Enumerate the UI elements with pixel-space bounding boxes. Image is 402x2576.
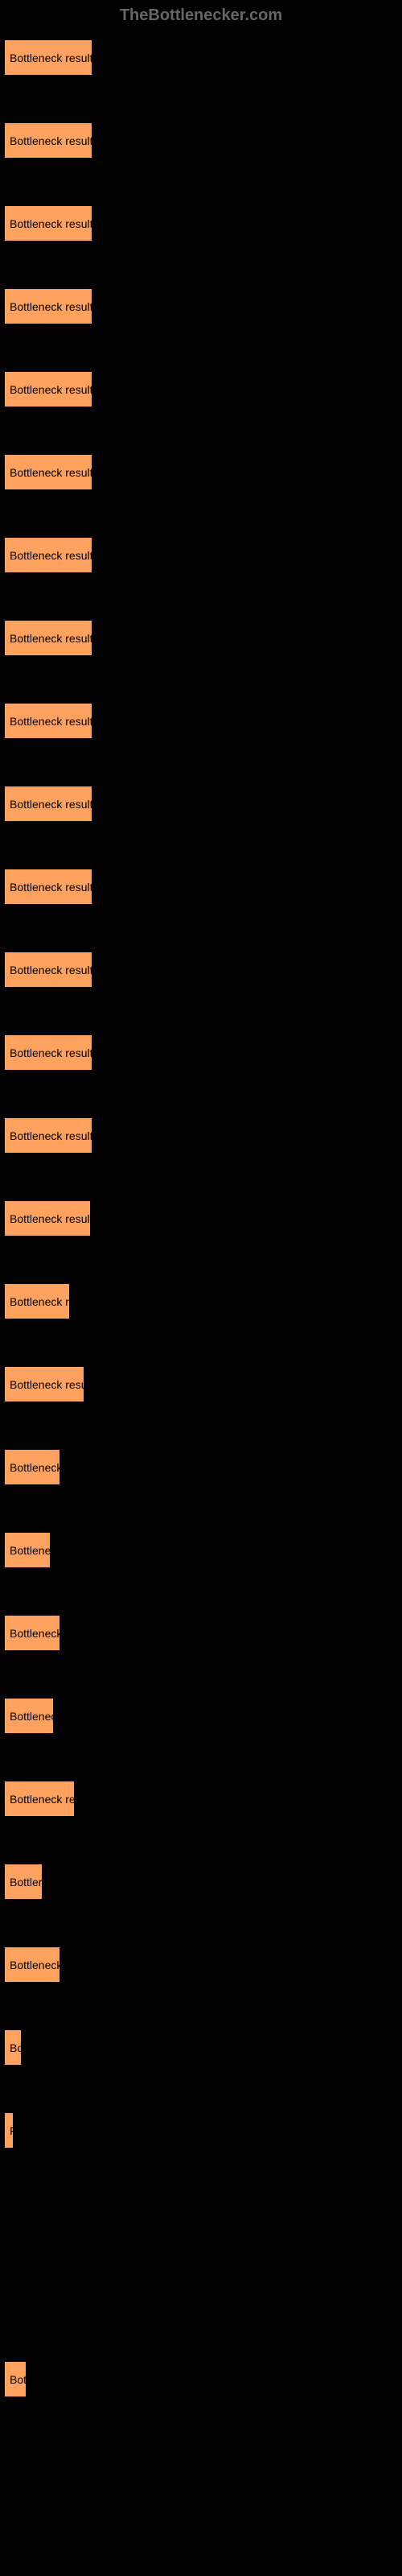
bar-row: Bottleneck resu — [4, 1366, 398, 1402]
chart-bar: Bottleneck result — [4, 205, 92, 242]
chart-bar: F — [4, 2112, 14, 2149]
chart-bar — [4, 2278, 398, 2314]
site-header: TheBottlenecker.com — [0, 0, 402, 31]
chart-bar: Bottleneck result — [4, 952, 92, 988]
bar-row: Bottleneck r — [4, 1283, 398, 1319]
bar-row: Bottleneck result — [4, 205, 398, 242]
chart-bar: Bottleneck — [4, 1946, 60, 1983]
bar-row — [4, 2278, 398, 2314]
bar-row: Bottlene — [4, 1532, 398, 1568]
chart-bar: Bottleneck re — [4, 1781, 75, 1817]
chart-bar: Bottleneck r — [4, 1283, 70, 1319]
chart-bar: Bottleneck result — [4, 703, 92, 739]
chart-bar: Bottleneck result — [4, 1117, 92, 1154]
chart-bar: Bottler — [4, 1864, 43, 1900]
bar-row: Bottleneck result — [4, 786, 398, 822]
chart-bar: Bottleneck result — [4, 1200, 91, 1236]
bar-row — [4, 2195, 398, 2231]
chart-bar: Bottleneck result — [4, 454, 92, 490]
bar-row: Bottleneck result — [4, 1034, 398, 1071]
chart-bar: Bottleneck result — [4, 537, 92, 573]
chart-bar: Bottleneck result — [4, 288, 92, 324]
bar-row: F — [4, 2112, 398, 2149]
bar-row: Bottleneck result — [4, 952, 398, 988]
bar-row: Bottleneck — [4, 1615, 398, 1651]
chart-bar: Bottleneck result — [4, 869, 92, 905]
bar-row: Bottleneck result — [4, 620, 398, 656]
bar-row: Bottleneck result — [4, 39, 398, 76]
chart-bar: Bottleneck result — [4, 786, 92, 822]
bar-chart: Bottleneck result Bottleneck result Bottle… — [0, 31, 402, 2452]
bar-row: Bottleneck result — [4, 537, 398, 573]
bar-row: Bottleneck result — [4, 371, 398, 407]
chart-bar: Bottleneck result — [4, 122, 92, 159]
chart-bar: Bot — [4, 2361, 27, 2397]
bar-row: Bottleneck result — [4, 1117, 398, 1154]
bar-row: Bottleneck result — [4, 703, 398, 739]
chart-bar: Bottleneck resu — [4, 1366, 84, 1402]
chart-bar: Bottleneck — [4, 1449, 60, 1485]
chart-bar: Bottleneck result — [4, 39, 92, 76]
bar-row: Bottleneck result — [4, 869, 398, 905]
chart-bar: Bottleneck result — [4, 371, 92, 407]
bar-row: Bottleneck result — [4, 288, 398, 324]
chart-bar — [4, 2195, 398, 2231]
bar-row: Bottleneck result — [4, 122, 398, 159]
bar-row: Bottleneck — [4, 1946, 398, 1983]
chart-bar: Bo — [4, 2029, 22, 2066]
bar-row: Bo — [4, 2029, 398, 2066]
chart-bar: Bottlene — [4, 1532, 51, 1568]
bar-row: Bot — [4, 2361, 398, 2397]
chart-bar: Bottlenec — [4, 1698, 54, 1734]
bar-row: Bottler — [4, 1864, 398, 1900]
chart-bar: Bottleneck result — [4, 1034, 92, 1071]
bar-row: Bottleneck result — [4, 1200, 398, 1236]
bar-row: Bottleneck result — [4, 454, 398, 490]
bar-row: Bottleneck — [4, 1449, 398, 1485]
chart-bar: Bottleneck result — [4, 620, 92, 656]
chart-bar: Bottleneck — [4, 1615, 60, 1651]
bar-row: Bottleneck re — [4, 1781, 398, 1817]
bar-row: Bottlenec — [4, 1698, 398, 1734]
